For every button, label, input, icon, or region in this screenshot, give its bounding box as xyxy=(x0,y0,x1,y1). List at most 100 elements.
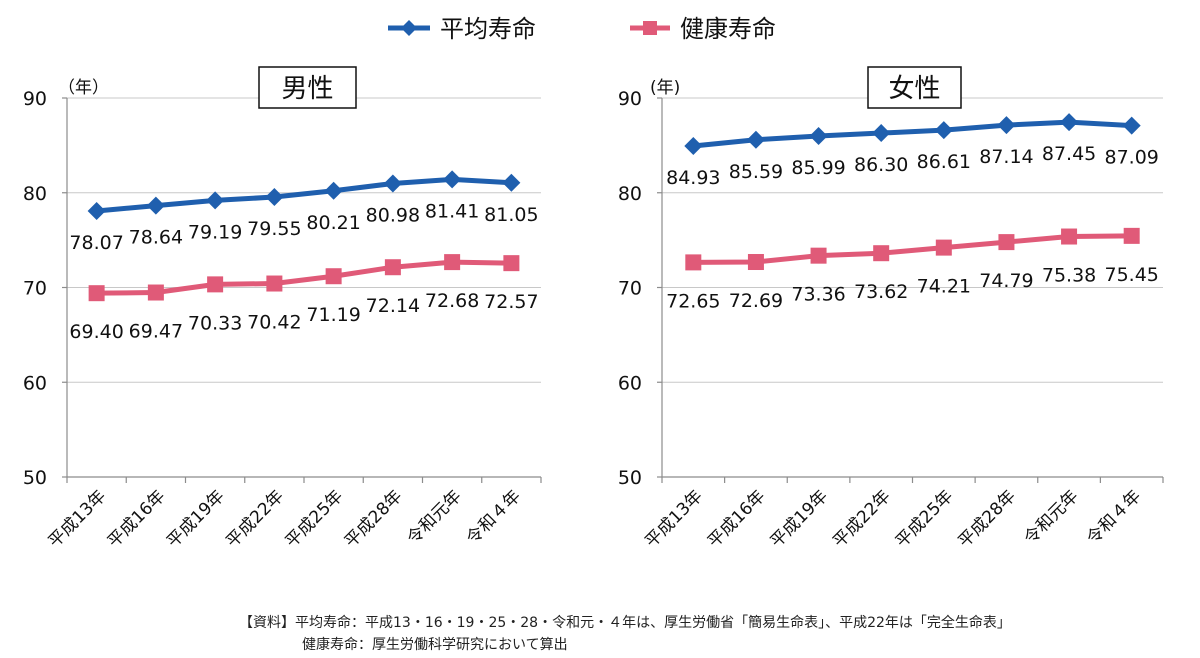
x-tick-label: 平成25年 xyxy=(892,486,958,552)
data-label: 69.40 xyxy=(69,321,123,343)
data-label: 86.30 xyxy=(854,154,908,176)
y-tick-label: 50 xyxy=(23,467,47,489)
x-tick-label: 平成22年 xyxy=(222,486,288,552)
data-label: 74.79 xyxy=(979,270,1033,292)
y-tick-label: 60 xyxy=(618,372,642,394)
series-line-average xyxy=(96,176,512,214)
data-point-diamond xyxy=(502,173,521,192)
data-point-diamond xyxy=(934,121,953,140)
x-tick-label: 令和４年 xyxy=(1083,486,1145,548)
data-point-square xyxy=(685,254,702,271)
data-point-square xyxy=(1061,228,1078,245)
chart-panel-female: 50 60 70 80 90 (年) 女性平成13年平成16年平成19年平成22年平成25年… xyxy=(618,66,1164,552)
x-tick-label: 令和４年 xyxy=(463,486,525,548)
data-point-square xyxy=(88,285,105,302)
x-tick-label: 平成19年 xyxy=(767,486,833,552)
data-point-diamond xyxy=(809,126,828,145)
data-label: 72.14 xyxy=(366,295,420,317)
legend-label-1: 平均寿命 xyxy=(440,15,536,43)
data-label: 74.21 xyxy=(917,276,971,298)
data-point-diamond xyxy=(87,202,106,221)
x-tick-label: 平成28年 xyxy=(341,486,407,552)
data-label: 87.45 xyxy=(1042,143,1096,165)
x-tick-label: 平成28年 xyxy=(954,486,1020,552)
data-label: 72.57 xyxy=(484,291,538,313)
data-point-diamond xyxy=(1122,116,1141,135)
data-label: 75.38 xyxy=(1042,265,1096,287)
chart-title-box xyxy=(258,66,357,109)
data-point-diamond xyxy=(146,196,165,215)
data-point-diamond xyxy=(443,170,462,189)
y-tick-label: 90 xyxy=(23,88,47,110)
data-point-diamond xyxy=(265,188,284,207)
data-label: 85.99 xyxy=(791,157,845,179)
data-label: 73.62 xyxy=(854,281,908,303)
series-line-healthy xyxy=(693,233,1132,265)
legend-square-icon xyxy=(643,21,657,35)
data-point-square xyxy=(147,284,164,301)
data-label: 72.69 xyxy=(729,290,783,312)
source-note-line-1: 【資料】平均寿命：平成13・16・19・25・28・令和元・４年は、厚生労働省「… xyxy=(239,615,1011,631)
data-point-square xyxy=(384,259,401,276)
x-tick-label: 平成25年 xyxy=(282,486,348,552)
data-label: 79.19 xyxy=(188,221,242,243)
y-tick-label: 70 xyxy=(23,278,47,300)
data-label: 75.45 xyxy=(1104,264,1158,286)
data-point-diamond xyxy=(206,191,225,210)
x-tick-label: 令和元年 xyxy=(1020,486,1082,548)
x-tick-label: 平成22年 xyxy=(829,486,895,552)
series-line-healthy xyxy=(96,259,512,296)
data-label: 87.14 xyxy=(979,146,1033,168)
data-point-square xyxy=(935,239,952,256)
x-tick-label: 平成19年 xyxy=(163,486,229,552)
data-label: 87.09 xyxy=(1104,147,1158,169)
x-tick-label: 令和元年 xyxy=(403,486,465,548)
chart-panel-male: 50 60 70 80 90 （年） 男性平成13年平成16年平成19年平成22年平成25年… xyxy=(23,66,542,552)
data-point-square xyxy=(266,275,283,292)
legend: 平均寿命 健康寿命 xyxy=(388,15,776,43)
y-tick-label: 70 xyxy=(618,278,642,300)
data-label: 81.41 xyxy=(425,200,479,222)
data-point-diamond xyxy=(872,124,891,143)
data-point-square xyxy=(207,276,224,293)
data-point-square xyxy=(1123,227,1140,244)
y-tick-label: 80 xyxy=(23,183,47,205)
data-point-diamond xyxy=(997,116,1016,135)
y-axis-label: (年) xyxy=(650,78,680,98)
data-label: 79.55 xyxy=(247,218,301,240)
data-point-diamond xyxy=(746,130,765,149)
data-label: 86.61 xyxy=(917,151,971,173)
legend-diamond-icon xyxy=(401,20,417,36)
source-note-line-2: 健康寿命：厚生労働科学研究において算出 xyxy=(302,637,568,653)
data-point-diamond xyxy=(324,181,343,200)
chart-title: 男性 xyxy=(281,74,333,104)
y-tick-label: 60 xyxy=(23,372,47,394)
chart-title-box xyxy=(867,66,962,109)
legend-label-2: 健康寿命 xyxy=(680,15,776,43)
data-point-diamond xyxy=(1060,113,1079,132)
data-label: 70.33 xyxy=(188,312,242,334)
data-point-square xyxy=(810,247,827,264)
data-label: 78.64 xyxy=(129,227,183,249)
data-label: 80.98 xyxy=(366,204,420,226)
data-label: 85.59 xyxy=(729,161,783,183)
data-label: 81.05 xyxy=(484,204,538,226)
y-tick-label: 80 xyxy=(618,183,642,205)
data-label: 78.07 xyxy=(69,232,123,254)
series-line-average xyxy=(693,119,1132,149)
data-label: 69.47 xyxy=(129,321,183,343)
y-axis-label: （年） xyxy=(58,78,109,98)
data-label: 73.36 xyxy=(791,284,845,306)
data-point-square xyxy=(998,234,1015,251)
data-point-square xyxy=(747,254,764,271)
data-label: 72.65 xyxy=(666,290,720,312)
x-tick-label: 平成13年 xyxy=(641,486,707,552)
x-tick-label: 平成13年 xyxy=(45,486,111,552)
data-point-diamond xyxy=(684,137,703,156)
data-point-square xyxy=(873,245,890,262)
data-label: 71.19 xyxy=(306,304,360,326)
data-point-square xyxy=(503,255,520,272)
data-label: 84.93 xyxy=(666,167,720,189)
data-label: 72.68 xyxy=(425,290,479,312)
